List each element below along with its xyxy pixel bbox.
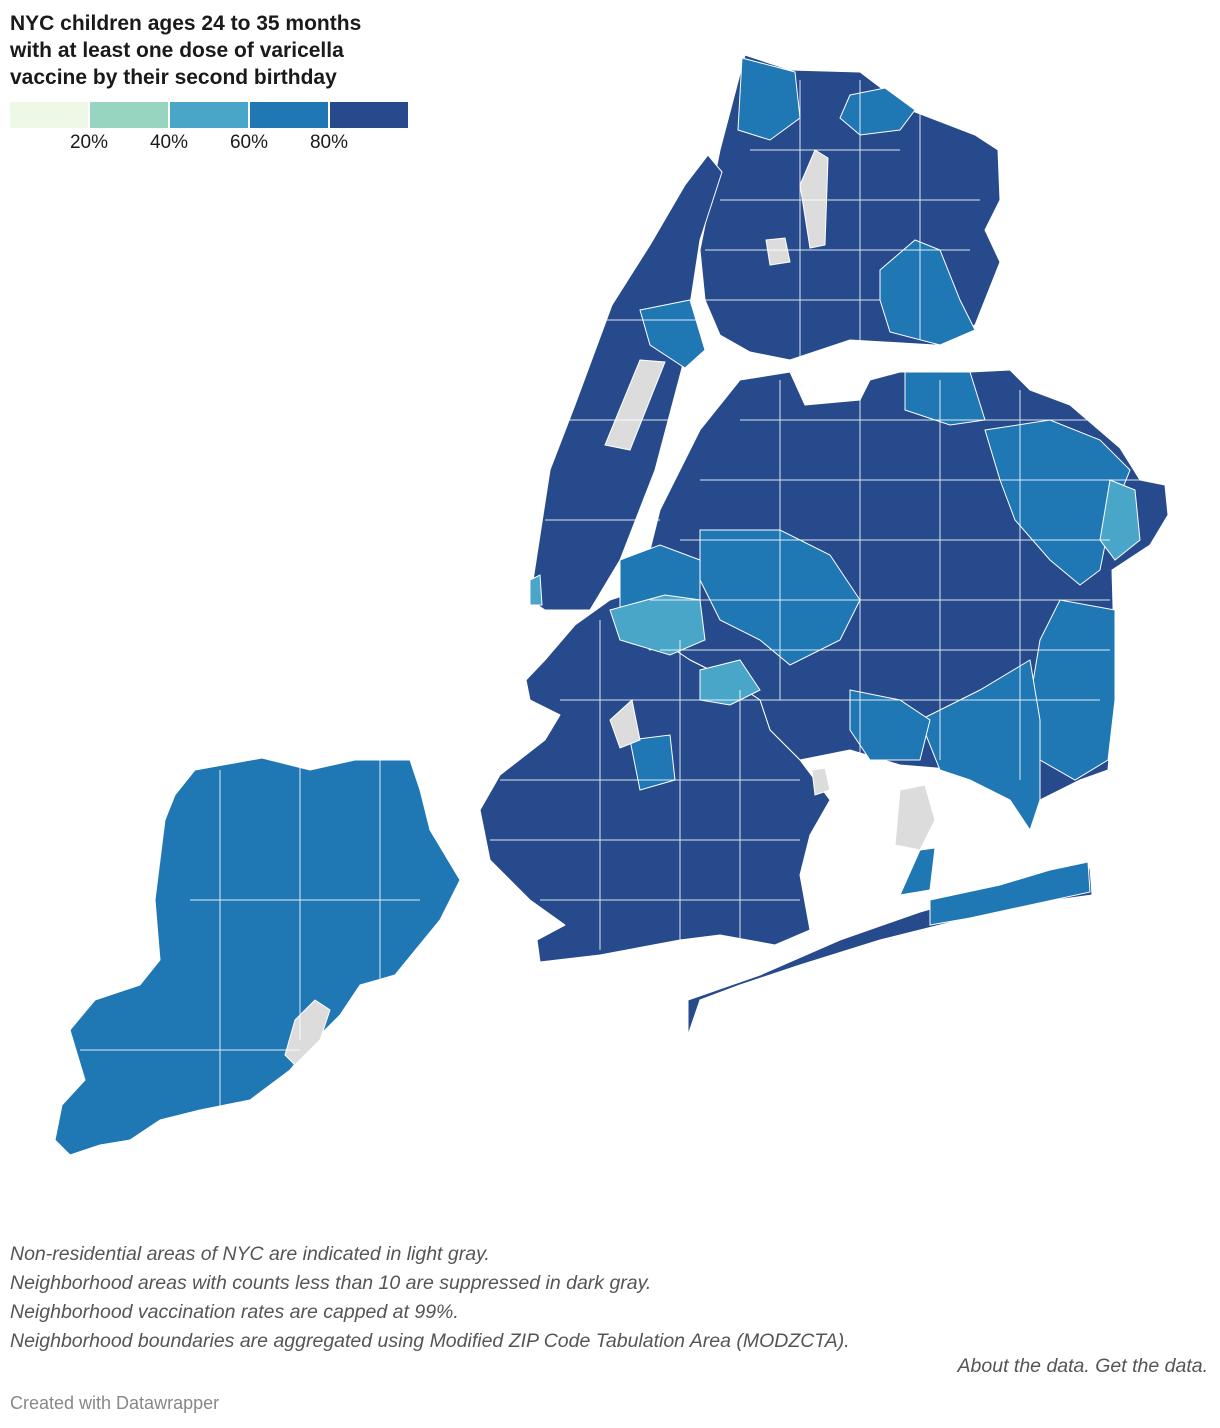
bronx-west-area[interactable] <box>737 57 801 141</box>
note-boundaries: Neighborhood boundaries are aggregated u… <box>10 1330 850 1352</box>
chart-title: NYC children ages 24 to 35 months with a… <box>10 10 410 91</box>
manhattan[interactable] <box>529 154 723 611</box>
brooklyn-williamsburg-area[interactable] <box>609 594 706 656</box>
legend-swatch-4 <box>250 102 328 128</box>
legend-tick-60: 60% <box>229 132 269 153</box>
get-data-link[interactable]: Get the data. <box>1095 1355 1208 1377</box>
bronx-southeast-area[interactable] <box>879 239 976 346</box>
title-line-1: NYC children ages 24 to 35 months <box>10 12 362 35</box>
neighborhood-boundaries <box>80 80 1140 1120</box>
central-park[interactable] <box>604 359 666 451</box>
title-line-2: with at least one dose of varicella <box>10 39 344 62</box>
floyd-bennett-field[interactable] <box>811 767 831 796</box>
queens-jamaica-bay-area[interactable] <box>919 659 1041 832</box>
color-legend: 20% 40% 60% 80% <box>10 102 410 162</box>
boundary-lines <box>80 80 1140 1120</box>
legend-tick-80: 80% <box>309 132 349 153</box>
bronx-northeast-area[interactable] <box>839 87 916 136</box>
legend-swatch-3 <box>170 102 248 128</box>
note-suppressed: Neighborhood areas with counts less than… <box>10 1272 652 1294</box>
van-cortlandt-park[interactable] <box>799 149 829 249</box>
bronx-park[interactable] <box>765 237 791 266</box>
legend-swatch-1 <box>10 102 88 128</box>
title-line-3: vaccine by their second birthday <box>10 66 337 89</box>
prospect-park[interactable] <box>609 699 641 749</box>
jfk-airport-area[interactable] <box>894 784 936 851</box>
rockaway-east-area[interactable] <box>929 861 1091 926</box>
non-residential-areas <box>284 149 936 1066</box>
staten-island[interactable] <box>54 757 461 1156</box>
broad-channel-area[interactable] <box>899 847 936 896</box>
note-capped: Neighborhood vaccination rates are cappe… <box>10 1301 459 1323</box>
legend-swatch-2 <box>90 102 168 128</box>
legend-tick-20: 20% <box>69 132 109 153</box>
manhattan-tip-area[interactable] <box>529 574 543 606</box>
datawrapper-credit[interactable]: Created with Datawrapper <box>10 1393 220 1413</box>
queens-forest-hills-area[interactable] <box>699 659 761 706</box>
legend-tick-40: 40% <box>149 132 189 153</box>
nyc-map <box>54 54 1169 1156</box>
map-notes: Non-residential areas of NYC are indicat… <box>10 1240 1210 1356</box>
legend-swatch-5 <box>330 102 408 128</box>
note-non-residential: Non-residential areas of NYC are indicat… <box>10 1243 490 1265</box>
manhattan-east-harlem-area[interactable] <box>639 299 706 369</box>
data-links: About the data. Get the data. <box>958 1355 1208 1378</box>
staten-island-park[interactable] <box>284 999 331 1066</box>
about-data-link[interactable]: About the data. <box>957 1355 1090 1377</box>
queens-east-area[interactable] <box>984 419 1131 586</box>
queens-south-area[interactable] <box>1029 599 1116 781</box>
borough-layer <box>54 54 1169 1156</box>
queens-north-area[interactable] <box>904 371 986 426</box>
